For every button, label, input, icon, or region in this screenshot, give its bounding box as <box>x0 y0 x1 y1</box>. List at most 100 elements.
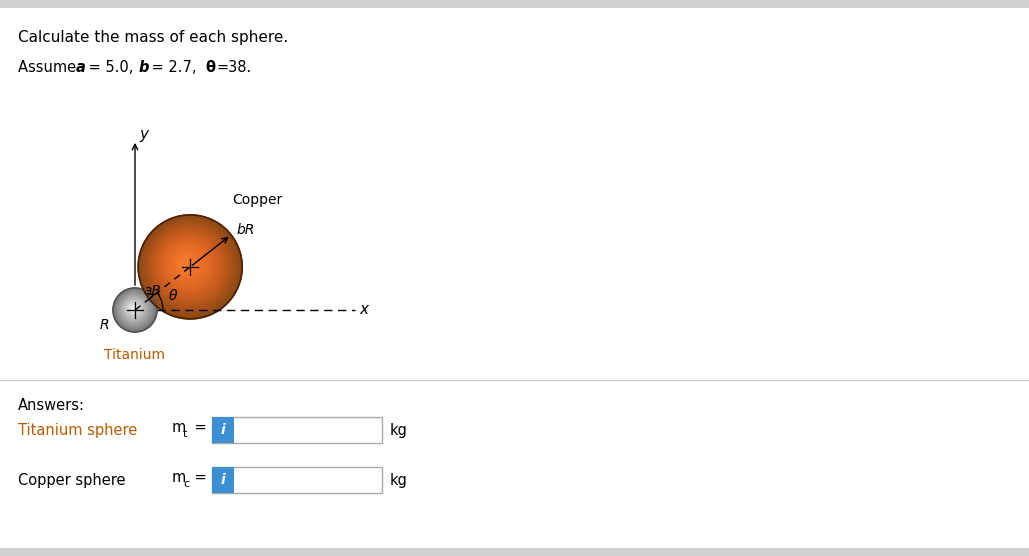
Bar <box>0 548 1029 556</box>
Text: Copper: Copper <box>233 193 282 207</box>
Circle shape <box>140 217 240 317</box>
Circle shape <box>158 235 218 295</box>
Circle shape <box>163 240 213 290</box>
Circle shape <box>118 294 150 325</box>
Circle shape <box>129 304 139 314</box>
Circle shape <box>145 222 234 310</box>
Text: kg: kg <box>390 473 407 488</box>
Text: =: = <box>190 470 207 485</box>
Circle shape <box>168 245 208 285</box>
Circle shape <box>173 250 202 278</box>
Circle shape <box>178 255 196 272</box>
Text: i: i <box>220 473 225 487</box>
Text: i: i <box>220 423 225 437</box>
Text: θ: θ <box>169 289 177 303</box>
Text: m: m <box>172 470 186 485</box>
Bar <box>212 467 382 493</box>
Circle shape <box>184 261 188 265</box>
Circle shape <box>156 234 220 297</box>
Circle shape <box>181 259 191 269</box>
Circle shape <box>125 300 143 318</box>
Circle shape <box>166 242 210 286</box>
Circle shape <box>161 237 216 293</box>
Circle shape <box>128 302 140 315</box>
Circle shape <box>147 224 232 308</box>
Circle shape <box>116 292 152 327</box>
Circle shape <box>171 247 205 281</box>
Circle shape <box>149 226 229 306</box>
Circle shape <box>130 304 137 312</box>
Bar <box>212 417 382 443</box>
Circle shape <box>148 225 230 307</box>
Circle shape <box>126 301 142 317</box>
Text: kg: kg <box>390 423 407 438</box>
Text: Titanium: Titanium <box>105 348 166 362</box>
Circle shape <box>169 245 207 284</box>
Circle shape <box>139 216 241 318</box>
Circle shape <box>131 305 136 311</box>
Bar <box>212 467 234 493</box>
Circle shape <box>174 251 201 277</box>
Circle shape <box>145 221 235 311</box>
Circle shape <box>115 291 153 329</box>
Circle shape <box>181 257 192 269</box>
Circle shape <box>154 231 222 300</box>
Circle shape <box>142 219 238 315</box>
Circle shape <box>141 217 239 316</box>
Text: = 2.7,: = 2.7, <box>147 60 201 75</box>
Text: y: y <box>139 127 148 142</box>
Text: a: a <box>76 60 85 75</box>
Circle shape <box>143 220 237 314</box>
Text: c: c <box>183 479 189 489</box>
Text: m: m <box>172 420 186 435</box>
Circle shape <box>175 252 199 276</box>
Circle shape <box>162 238 215 292</box>
Text: Calculate the mass of each sphere.: Calculate the mass of each sphere. <box>17 30 288 45</box>
Circle shape <box>154 231 224 301</box>
Circle shape <box>121 296 147 322</box>
Text: Titanium sphere: Titanium sphere <box>17 423 137 438</box>
Circle shape <box>176 253 198 275</box>
Circle shape <box>185 262 187 264</box>
Circle shape <box>167 244 209 286</box>
Text: =38.: =38. <box>216 60 251 75</box>
Text: R: R <box>100 318 109 332</box>
Text: Copper sphere: Copper sphere <box>17 473 126 488</box>
Circle shape <box>115 290 154 330</box>
Circle shape <box>153 230 225 302</box>
Text: bR: bR <box>236 223 254 237</box>
Text: =: = <box>190 420 207 435</box>
Circle shape <box>159 236 217 294</box>
Circle shape <box>117 292 151 326</box>
Circle shape <box>144 220 236 312</box>
Circle shape <box>123 299 144 319</box>
Circle shape <box>122 297 146 321</box>
Circle shape <box>113 288 157 332</box>
Circle shape <box>146 223 233 309</box>
Circle shape <box>114 289 156 331</box>
Circle shape <box>132 307 134 309</box>
Circle shape <box>182 259 190 267</box>
Bar <box>212 417 234 443</box>
Circle shape <box>180 256 193 270</box>
Text: b: b <box>139 60 149 75</box>
Circle shape <box>183 260 189 266</box>
Text: θ: θ <box>205 60 215 75</box>
Circle shape <box>120 295 148 323</box>
Circle shape <box>163 239 214 291</box>
Circle shape <box>119 294 149 324</box>
Circle shape <box>138 215 242 319</box>
Circle shape <box>151 228 227 304</box>
Circle shape <box>152 229 226 303</box>
Text: = 5.0,: = 5.0, <box>84 60 138 75</box>
Circle shape <box>179 256 194 271</box>
Bar <box>0 0 1029 8</box>
Text: Answers:: Answers: <box>17 398 85 413</box>
Circle shape <box>157 234 219 296</box>
Circle shape <box>131 306 135 310</box>
Circle shape <box>127 302 141 316</box>
Text: Assume: Assume <box>17 60 80 75</box>
Circle shape <box>150 227 228 305</box>
Circle shape <box>177 254 197 274</box>
Circle shape <box>165 242 211 287</box>
